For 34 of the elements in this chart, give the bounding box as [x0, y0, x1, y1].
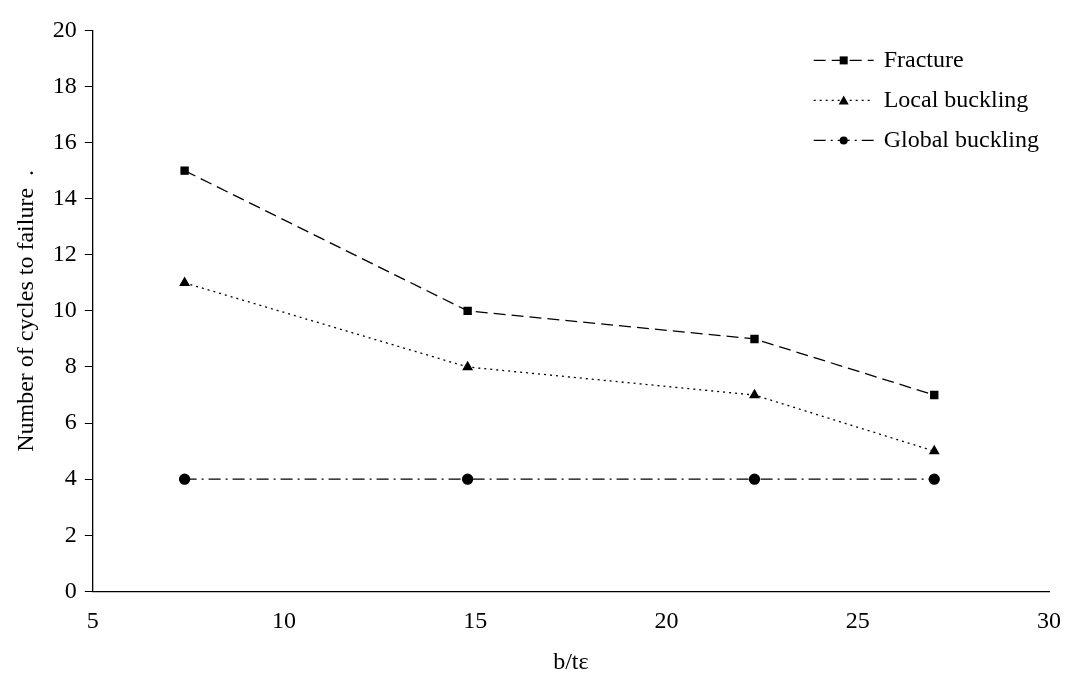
point	[748, 473, 761, 485]
y-tick-label: 8	[64, 352, 77, 379]
legend-label: Local buckling	[883, 85, 1029, 112]
point	[178, 473, 191, 485]
y-tick-label: 6	[64, 408, 77, 435]
x-tick-label: 30	[1037, 607, 1061, 634]
point	[463, 306, 472, 316]
point	[929, 445, 940, 455]
y-axis-title: Number of cycles to failure .	[11, 169, 38, 452]
x-tick-label: 15	[463, 607, 488, 634]
y-tick-label: 4	[64, 464, 77, 491]
y-tick-label: 20	[52, 15, 77, 42]
x-tick-label: 25	[845, 607, 870, 634]
point	[461, 473, 474, 485]
point	[749, 389, 760, 399]
x-tick-label: 5	[86, 607, 99, 634]
point	[179, 277, 190, 286]
legend-label: Fracture	[883, 45, 964, 72]
point	[462, 361, 473, 371]
x-tick-label: 20	[654, 607, 679, 634]
point	[180, 166, 189, 175]
legend-label: Global buckling	[883, 125, 1039, 152]
y-tick-label: 2	[64, 520, 77, 547]
point	[928, 473, 940, 485]
y-tick-label: 14	[52, 184, 77, 210]
y-tick-label: 10	[52, 296, 77, 323]
y-tick-label: 16	[52, 127, 77, 154]
point	[750, 334, 759, 344]
point	[930, 390, 939, 400]
y-tick-label: 18	[52, 71, 77, 98]
y-tick-label: 12	[52, 240, 77, 267]
x-tick-label: 10	[272, 607, 297, 634]
x-axis-title: b/tε	[553, 647, 589, 674]
y-tick-label: 0	[64, 576, 77, 603]
